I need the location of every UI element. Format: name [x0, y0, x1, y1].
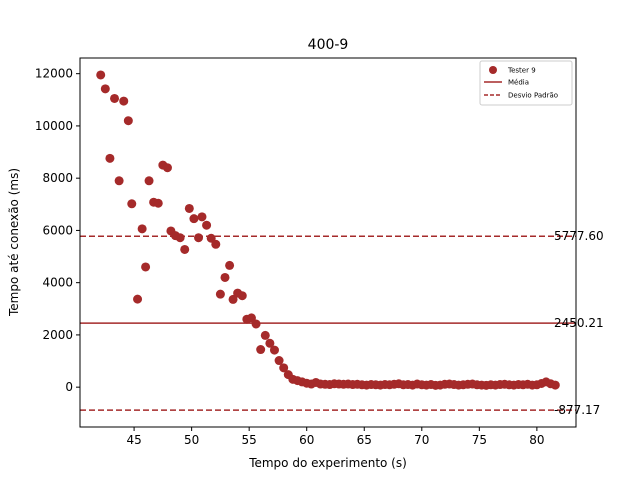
- data-point: [251, 319, 261, 329]
- x-tick-label: 55: [242, 433, 257, 447]
- data-point: [141, 262, 151, 272]
- x-tick-label: 60: [299, 433, 314, 447]
- legend-label-media: Média: [508, 79, 529, 87]
- data-point: [184, 203, 194, 213]
- axes-frame: [79, 57, 577, 428]
- x-tick-label: 80: [529, 433, 544, 447]
- line-value-labels: 2450.21 5777.60 -877.17: [554, 229, 604, 417]
- line-value-label: 5777.60: [554, 229, 604, 243]
- data-point: [153, 198, 163, 208]
- y-tick-label: 0: [65, 380, 73, 394]
- x-tick-label: 45: [126, 433, 141, 447]
- data-point: [225, 260, 235, 270]
- x-tick-label: 75: [472, 433, 487, 447]
- data-point: [279, 363, 289, 373]
- data-point: [211, 239, 221, 249]
- data-point: [110, 93, 120, 103]
- data-point: [256, 345, 266, 355]
- x-tick-label: 65: [357, 433, 372, 447]
- data-point: [105, 153, 115, 163]
- data-point: [114, 176, 124, 186]
- legend-marker-scatter: [489, 66, 497, 74]
- y-tick-label: 12000: [35, 67, 73, 81]
- data-point: [550, 380, 560, 390]
- legend: Tester 9 Média Desvio Padrão: [479, 60, 573, 106]
- data-point: [144, 176, 154, 186]
- data-point: [133, 294, 143, 304]
- legend-box: [479, 60, 573, 106]
- data-point: [162, 163, 172, 173]
- plot-area: [80, 70, 576, 411]
- legend-label-desvio: Desvio Padrão: [508, 92, 558, 100]
- data-point: [175, 233, 185, 243]
- data-point: [260, 330, 270, 340]
- y-tick-label: 6000: [42, 223, 73, 237]
- y-tick-label: 4000: [42, 276, 73, 290]
- data-point: [215, 289, 225, 299]
- x-axis-label: Tempo do experimento (s): [248, 456, 407, 470]
- data-point: [194, 233, 204, 243]
- x-tick-label: 70: [414, 433, 429, 447]
- data-point: [228, 294, 238, 304]
- data-point: [202, 220, 212, 230]
- legend-label-tester: Tester 9: [507, 67, 536, 75]
- data-point: [100, 84, 110, 94]
- data-point: [119, 96, 129, 106]
- data-point: [265, 338, 275, 348]
- chart-title: 400-9: [308, 37, 349, 53]
- data-point: [123, 116, 133, 126]
- line-value-label: -877.17: [554, 403, 600, 417]
- y-axis-label: Tempo até conexão (ms): [7, 168, 21, 317]
- data-point: [197, 212, 207, 222]
- data-point: [137, 224, 147, 234]
- x-axis: 45 50 55 60 65 70 75 80: [126, 427, 545, 447]
- data-point: [96, 70, 106, 80]
- data-point: [127, 199, 137, 209]
- y-tick-label: 2000: [42, 328, 73, 342]
- line-value-label: 2450.21: [554, 316, 604, 330]
- y-axis: 0 2000 4000 6000 8000 10000 12000: [35, 67, 80, 394]
- y-tick-label: 10000: [35, 119, 73, 133]
- data-point: [189, 214, 199, 224]
- data-point: [220, 272, 230, 282]
- y-tick-label: 8000: [42, 171, 73, 185]
- data-point: [269, 345, 279, 355]
- data-point: [274, 356, 284, 366]
- data-point: [180, 244, 190, 254]
- x-tick-label: 50: [184, 433, 199, 447]
- data-point: [237, 291, 247, 301]
